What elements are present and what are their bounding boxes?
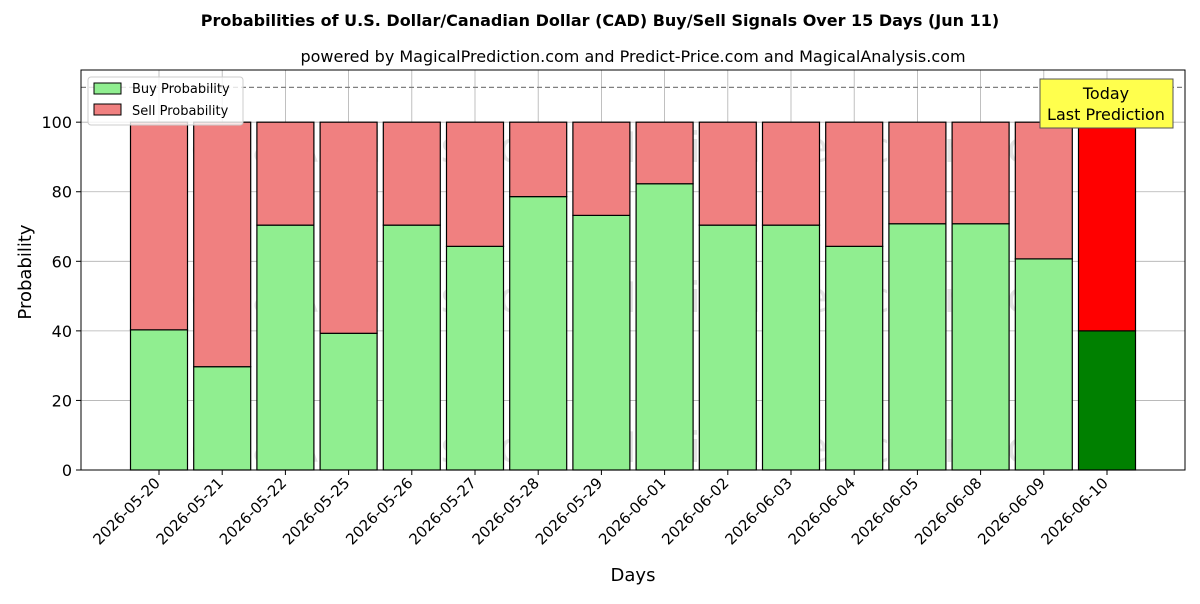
x-tick-label: 2026-06-04 — [785, 474, 859, 548]
legend: Buy Probability Sell Probability — [87, 76, 244, 126]
y-tick-label: 100 — [41, 113, 72, 132]
bar-buy — [951, 223, 1010, 471]
legend-swatch-buy — [93, 82, 122, 95]
bar-buy — [1014, 258, 1073, 471]
x-tick-label: 2026-05-29 — [532, 474, 606, 548]
y-tick-label: 40 — [52, 322, 72, 341]
bar-buy — [1077, 330, 1137, 471]
today-annotation: Today Last Prediction — [1039, 78, 1174, 129]
x-tick-label: 2026-05-21 — [153, 474, 227, 548]
bar-sell — [761, 121, 821, 226]
y-tick-label: 20 — [52, 391, 72, 410]
bar-buy — [319, 332, 378, 471]
x-tick-label: 2026-05-25 — [279, 474, 353, 548]
bar-buy — [761, 224, 821, 471]
bar-sell — [256, 121, 315, 226]
x-tick-label: 2026-05-20 — [89, 474, 163, 548]
bar-sell — [445, 121, 505, 247]
chart-title: Probabilities of U.S. Dollar/Canadian Do… — [201, 11, 999, 30]
x-tick-label: 2026-06-02 — [658, 474, 732, 548]
annotation-line2: Last Prediction — [1047, 105, 1165, 124]
bar-buy — [509, 196, 568, 471]
bar-sell — [509, 121, 568, 198]
legend-label-buy: Buy Probability — [132, 82, 230, 97]
bar-sell — [319, 121, 378, 334]
legend-box — [87, 76, 244, 126]
y-tick-label: 80 — [52, 183, 72, 202]
annotation-box — [1039, 78, 1174, 129]
bar-sell — [193, 121, 252, 368]
x-tick-label: 2026-05-28 — [469, 474, 543, 548]
bars-layer — [81, 86, 1185, 471]
x-axis-label: Days — [611, 565, 656, 586]
bar-sell — [129, 121, 189, 331]
bar-buy — [635, 183, 694, 471]
x-tick-label: 2026-06-08 — [911, 474, 985, 548]
x-tick-label: 2026-06-05 — [848, 474, 922, 548]
bar-buy — [888, 223, 947, 471]
legend-swatch-sell — [93, 103, 122, 116]
bar-sell — [825, 121, 884, 247]
chart-subtitle: powered by MagicalPrediction.com and Pre… — [300, 47, 965, 66]
bar-buy — [193, 366, 252, 471]
bar-sell — [572, 121, 631, 216]
bar-sell — [698, 121, 757, 226]
plot-frame — [80, 69, 1186, 471]
y-axis-label: Probability — [15, 224, 36, 319]
bar-sell — [888, 121, 947, 225]
bar-buy — [256, 224, 315, 471]
x-tick-label: 2026-05-26 — [342, 474, 416, 548]
bar-sell — [951, 121, 1010, 225]
x-tick-label: 2026-06-03 — [721, 474, 795, 548]
x-tick-label: 2026-06-09 — [974, 474, 1048, 548]
bar-buy — [445, 245, 505, 471]
bar-buy — [825, 245, 884, 471]
bar-buy — [572, 214, 631, 471]
bar-sell — [382, 121, 441, 226]
bar-buy — [129, 329, 189, 471]
annotation-line1: Today — [1082, 84, 1129, 103]
y-tick-label: 60 — [52, 252, 72, 271]
y-tick-label: 0 — [62, 461, 72, 480]
bar-sell — [1077, 121, 1137, 332]
x-tick-label: 2026-05-27 — [405, 474, 479, 548]
x-tick-label: 2026-06-10 — [1037, 474, 1111, 548]
legend-label-sell: Sell Probability — [132, 104, 229, 119]
bar-sell — [635, 121, 694, 185]
bar-buy — [698, 224, 757, 471]
x-tick-label: 2026-06-01 — [595, 474, 669, 548]
bar-sell — [1014, 121, 1073, 260]
x-tick-label: 2026-05-22 — [216, 474, 290, 548]
bar-buy — [382, 224, 441, 471]
